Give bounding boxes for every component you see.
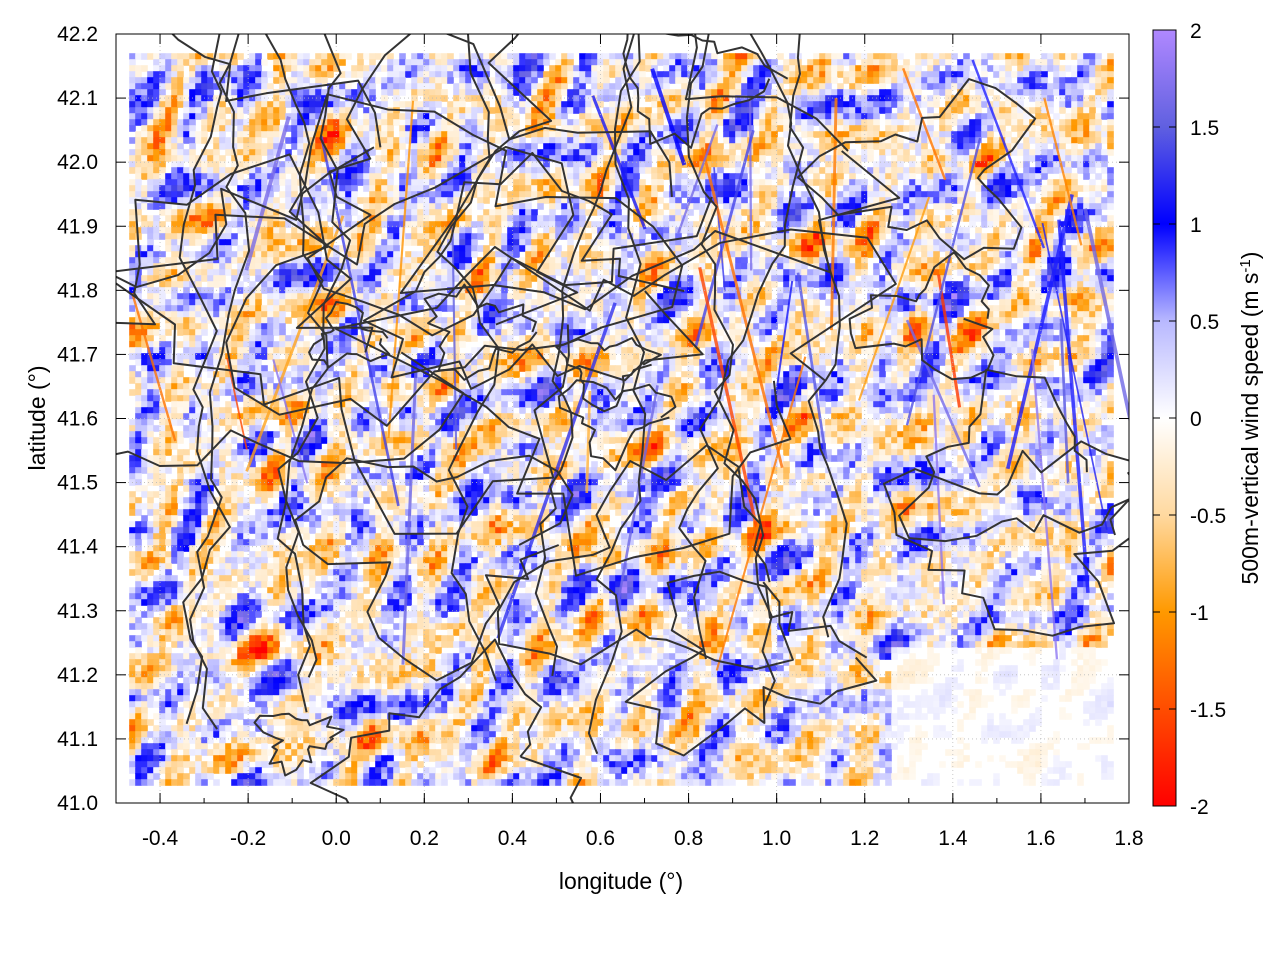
contour-line (436, 34, 500, 681)
x-tick-label: 1.4 (938, 827, 968, 850)
contour-line (334, 228, 897, 577)
colorbar-label-main: 500m-vertical wind speed (m s (1237, 273, 1263, 585)
contour-line (294, 454, 574, 682)
y-tick-label: 41.7 (57, 343, 98, 366)
contour-lines (116, 34, 1129, 803)
colorbar-tick-label: -1.5 (1190, 699, 1226, 722)
contour-line (423, 283, 538, 381)
x-tick-label: -0.2 (230, 827, 266, 850)
contour-line (116, 153, 465, 467)
colorbar-tick-label: 0 (1190, 408, 1202, 431)
x-tick-label: 0.4 (498, 827, 528, 850)
contour-line (277, 34, 352, 678)
y-tick-label: 42.2 (57, 23, 98, 46)
contour-line (265, 34, 329, 713)
contour-line (116, 146, 579, 535)
x-tick-label: 1.0 (762, 827, 791, 850)
y-axis-label: latitude (°) (24, 365, 50, 470)
x-tick-label: 0.8 (674, 827, 703, 850)
x-tick-label: -0.4 (142, 827, 179, 850)
colorbar-tick-label: 0.5 (1190, 311, 1219, 334)
y-axis: 41.0 41.1 41.2 41.3 41.4 41.5 41.6 41.7 41.8 41.9… (57, 23, 1129, 815)
contour-line (685, 34, 776, 708)
colorbar-ticks: 2 1.5 1 0.5 0 -0.5 -1 -1.5 -2 (1153, 20, 1226, 819)
contour-line (898, 368, 1129, 543)
contour-line (116, 34, 382, 289)
colorbar-label: 500m-vertical wind speed (m s-1) (1237, 252, 1263, 585)
colorbar-tick-label: 1.5 (1190, 117, 1219, 140)
y-tick-label: 41.3 (57, 600, 98, 623)
x-tick-label: 1.6 (1026, 827, 1055, 850)
contour-line (306, 34, 713, 337)
y-tick-label: 41.0 (57, 792, 98, 815)
colorbar-tick-label: -2 (1190, 796, 1209, 819)
contour-line (796, 78, 1037, 261)
y-tick-label: 42.0 (57, 151, 98, 174)
contour-line (622, 34, 789, 149)
y-tick-label: 42.1 (57, 87, 98, 110)
x-tick-label: 0.2 (410, 827, 439, 850)
contour-line (309, 638, 582, 803)
contour-line (189, 34, 251, 730)
colorbar-tick-label: 2 (1190, 20, 1202, 43)
contour-line (362, 151, 704, 390)
y-tick-label: 41.4 (57, 536, 98, 559)
grid-lines (116, 34, 1129, 803)
y-tick-label: 41.9 (57, 215, 98, 238)
y-tick-label: 41.1 (57, 728, 98, 751)
x-tick-label: 0.0 (322, 827, 351, 850)
colorbar-label-superscript: -1 (1237, 259, 1254, 272)
contour-line (178, 34, 231, 725)
contour-line (678, 34, 805, 660)
colorbar-label-close: ) (1237, 252, 1263, 260)
contour-line (253, 712, 345, 777)
x-axis: -0.4 -0.2 0.0 0.2 0.4 0.6 0.8 1.0 1.2 1.4 1.6 1.8 (115, 34, 1144, 850)
y-tick-label: 41.8 (57, 279, 98, 302)
x-tick-label: 0.6 (586, 827, 615, 850)
colorbar-tick-label: -0.5 (1190, 505, 1226, 528)
contour-line (534, 34, 635, 677)
y-tick-label: 41.6 (57, 408, 98, 431)
colorbar-tick-label: 1 (1190, 214, 1202, 237)
contour-line (557, 379, 677, 472)
x-tick-label: 1.2 (850, 827, 879, 850)
contour-line (848, 251, 995, 381)
y-tick-label: 41.5 (57, 472, 98, 495)
contour-line (587, 34, 647, 755)
x-tick-label: 1.8 (1114, 827, 1143, 850)
y-tick-label: 41.2 (57, 664, 98, 687)
colorbar-tick-label: -1 (1190, 602, 1209, 625)
contour-line (882, 440, 1129, 637)
x-axis-label: longitude (°) (559, 868, 683, 894)
colorbar: 2 1.5 1 0.5 0 -0.5 -1 -1.5 -2 500m-vertical wind… (1152, 20, 1263, 819)
